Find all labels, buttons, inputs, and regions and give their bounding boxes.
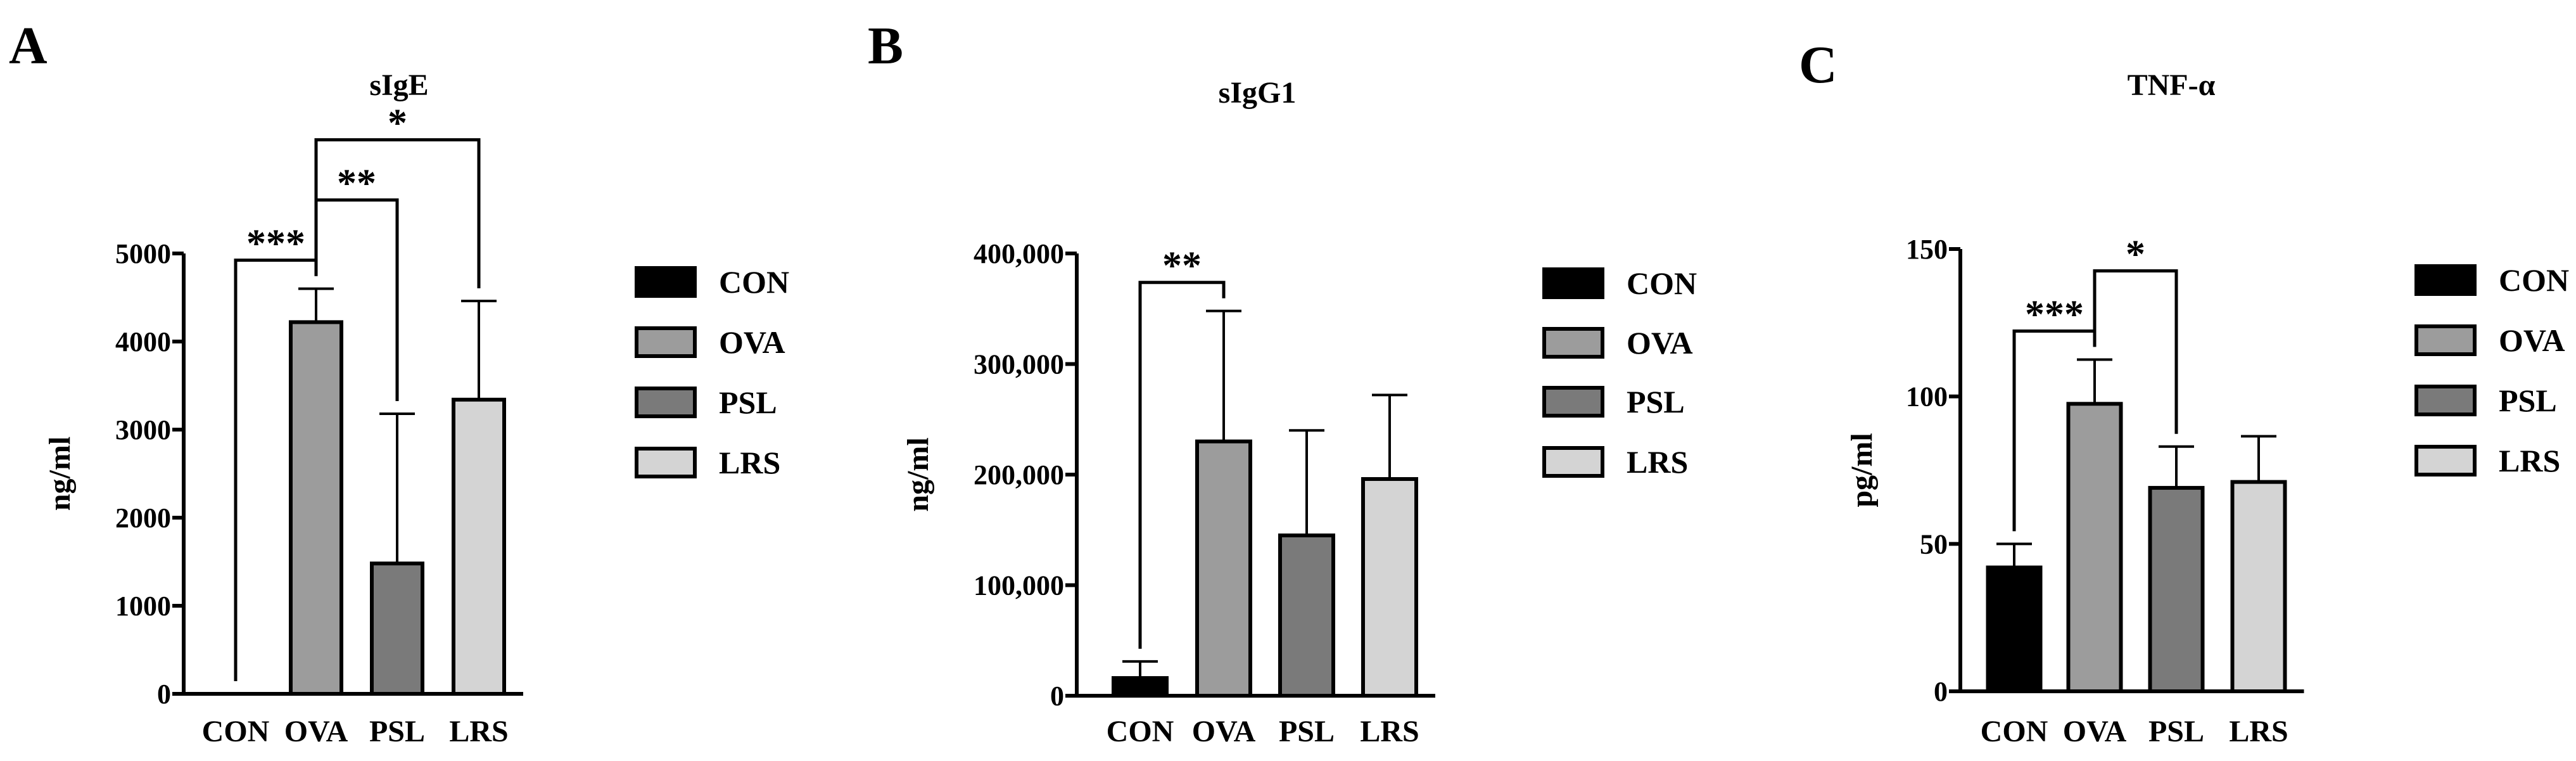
panel-letter: A: [9, 16, 48, 75]
bar-lrs: [2230, 480, 2287, 693]
y-tick-label: 300,000: [974, 349, 1064, 380]
y-tick-label: 0: [1050, 681, 1064, 712]
y-tick-label: 150: [1906, 234, 1948, 265]
significance-bracket: [1138, 281, 1226, 649]
legend-label-lrs: LRS: [1627, 444, 1688, 480]
panel-letter: C: [1799, 35, 1837, 94]
chart-title: sIgE: [369, 68, 428, 102]
panel-letter: B: [868, 16, 903, 75]
x-tick-label: LRS: [2229, 715, 2288, 748]
legend-swatch-psl: [2414, 385, 2477, 416]
legend-swatch-ova: [2414, 324, 2477, 356]
legend-label-psl: PSL: [1627, 384, 1685, 419]
significance-label: *: [2126, 233, 2145, 276]
x-tick-label: LRS: [1360, 715, 1419, 748]
legend-swatch-lrs: [635, 447, 697, 478]
legend-swatch-lrs: [2414, 445, 2477, 476]
bar-psl: [2148, 485, 2205, 693]
chart-title: TNF-α: [2128, 68, 2216, 102]
legend-swatch-con: [2414, 264, 2477, 296]
y-axis-label: pg/ml: [1845, 433, 1879, 507]
x-tick-label: PSL: [369, 715, 425, 748]
legend-label-con: CON: [719, 264, 789, 300]
y-tick-label: 1000: [115, 591, 171, 622]
x-tick-label: OVA: [284, 715, 348, 748]
y-tick-label: 3000: [115, 414, 171, 445]
significance-label: **: [1162, 245, 1202, 288]
significance-label: ***: [246, 222, 305, 265]
y-tick-label: 400,000: [974, 238, 1064, 269]
significance-label: ***: [2025, 293, 2084, 336]
x-tick-label: PSL: [2148, 715, 2204, 748]
bar-lrs: [452, 397, 506, 696]
legend-label-lrs: LRS: [2499, 443, 2560, 478]
legend-label-psl: PSL: [2499, 383, 2557, 418]
legend-label-lrs: LRS: [719, 445, 780, 480]
y-tick-label: 100: [1906, 381, 1948, 412]
y-tick-label: 200,000: [974, 459, 1064, 490]
legend-label-ova: OVA: [2499, 323, 2565, 358]
y-axis-label: ng/ml: [43, 437, 77, 511]
bar-ova: [289, 320, 343, 696]
legend-label-con: CON: [2499, 262, 2569, 298]
legend-swatch-ova: [635, 326, 697, 358]
significance-label: *: [388, 102, 407, 145]
y-tick-label: 50: [1920, 528, 1948, 560]
x-tick-label: LRS: [449, 715, 508, 748]
legend-swatch-con: [1542, 267, 1604, 299]
y-tick-label: 4000: [115, 326, 171, 357]
bar-ova: [1195, 439, 1252, 698]
legend-label-ova: OVA: [719, 324, 785, 360]
y-tick-label: 100,000: [974, 570, 1064, 601]
x-tick-label: OVA: [1192, 715, 1256, 748]
bar-con: [1112, 676, 1169, 698]
legend-swatch-con: [635, 266, 697, 298]
significance-bracket: [314, 138, 481, 289]
x-tick-label: CON: [202, 715, 270, 748]
legend-label-con: CON: [1627, 265, 1697, 301]
chart-title: sIgG1: [1219, 76, 1297, 110]
y-axis-label: ng/ml: [901, 437, 935, 511]
significance-bracket: [2093, 269, 2178, 434]
legend-swatch-psl: [1542, 386, 1604, 418]
legend-swatch-lrs: [1542, 446, 1604, 478]
y-tick-label: 0: [1934, 676, 1948, 707]
legend-swatch-psl: [635, 387, 697, 418]
x-tick-label: PSL: [1279, 715, 1335, 748]
y-tick-label: 5000: [115, 238, 171, 269]
significance-label: **: [337, 162, 376, 205]
legend-label-psl: PSL: [719, 385, 777, 420]
y-tick-label: 2000: [115, 502, 171, 534]
y-tick-label: 0: [157, 679, 171, 710]
x-tick-label: OVA: [2063, 715, 2127, 748]
bar-psl: [1278, 533, 1335, 698]
bar-con: [1986, 565, 2043, 693]
bar-psl: [370, 561, 424, 696]
bar-lrs: [1361, 476, 1418, 698]
legend-label-ova: OVA: [1627, 325, 1693, 361]
bar-ova: [2066, 402, 2123, 693]
x-tick-label: CON: [1981, 715, 2048, 748]
legend-swatch-ova: [1542, 327, 1604, 359]
x-tick-label: CON: [1107, 715, 1174, 748]
